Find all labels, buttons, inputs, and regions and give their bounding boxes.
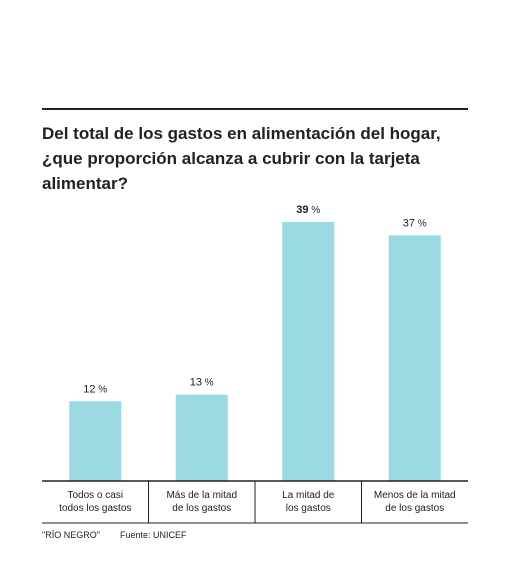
bar-1 — [175, 394, 228, 481]
bar-3 — [388, 235, 441, 481]
source-note: Fuente: UNICEF — [120, 530, 187, 540]
chart-title: Del total de los gastos en alimentación … — [42, 124, 441, 193]
category-label-0: Todos o casi todos los gastos — [59, 490, 131, 514]
value-label-2: 39 % — [296, 204, 320, 216]
credit-note: "RÍO NEGRO" — [42, 530, 100, 540]
bar-0 — [69, 401, 122, 481]
value-label-0: 12 % — [83, 383, 107, 395]
value-label-3: 37 % — [403, 217, 427, 229]
category-label-3: Menos de la mitad de los gastos — [374, 490, 456, 514]
bar-2 — [282, 222, 335, 481]
category-label-2: La mitad de los gastos — [282, 490, 335, 514]
title-top-rule — [42, 108, 468, 110]
category-label-1: Más de la mitad de los gastos — [166, 490, 237, 514]
value-label-1: 13 % — [190, 377, 214, 389]
